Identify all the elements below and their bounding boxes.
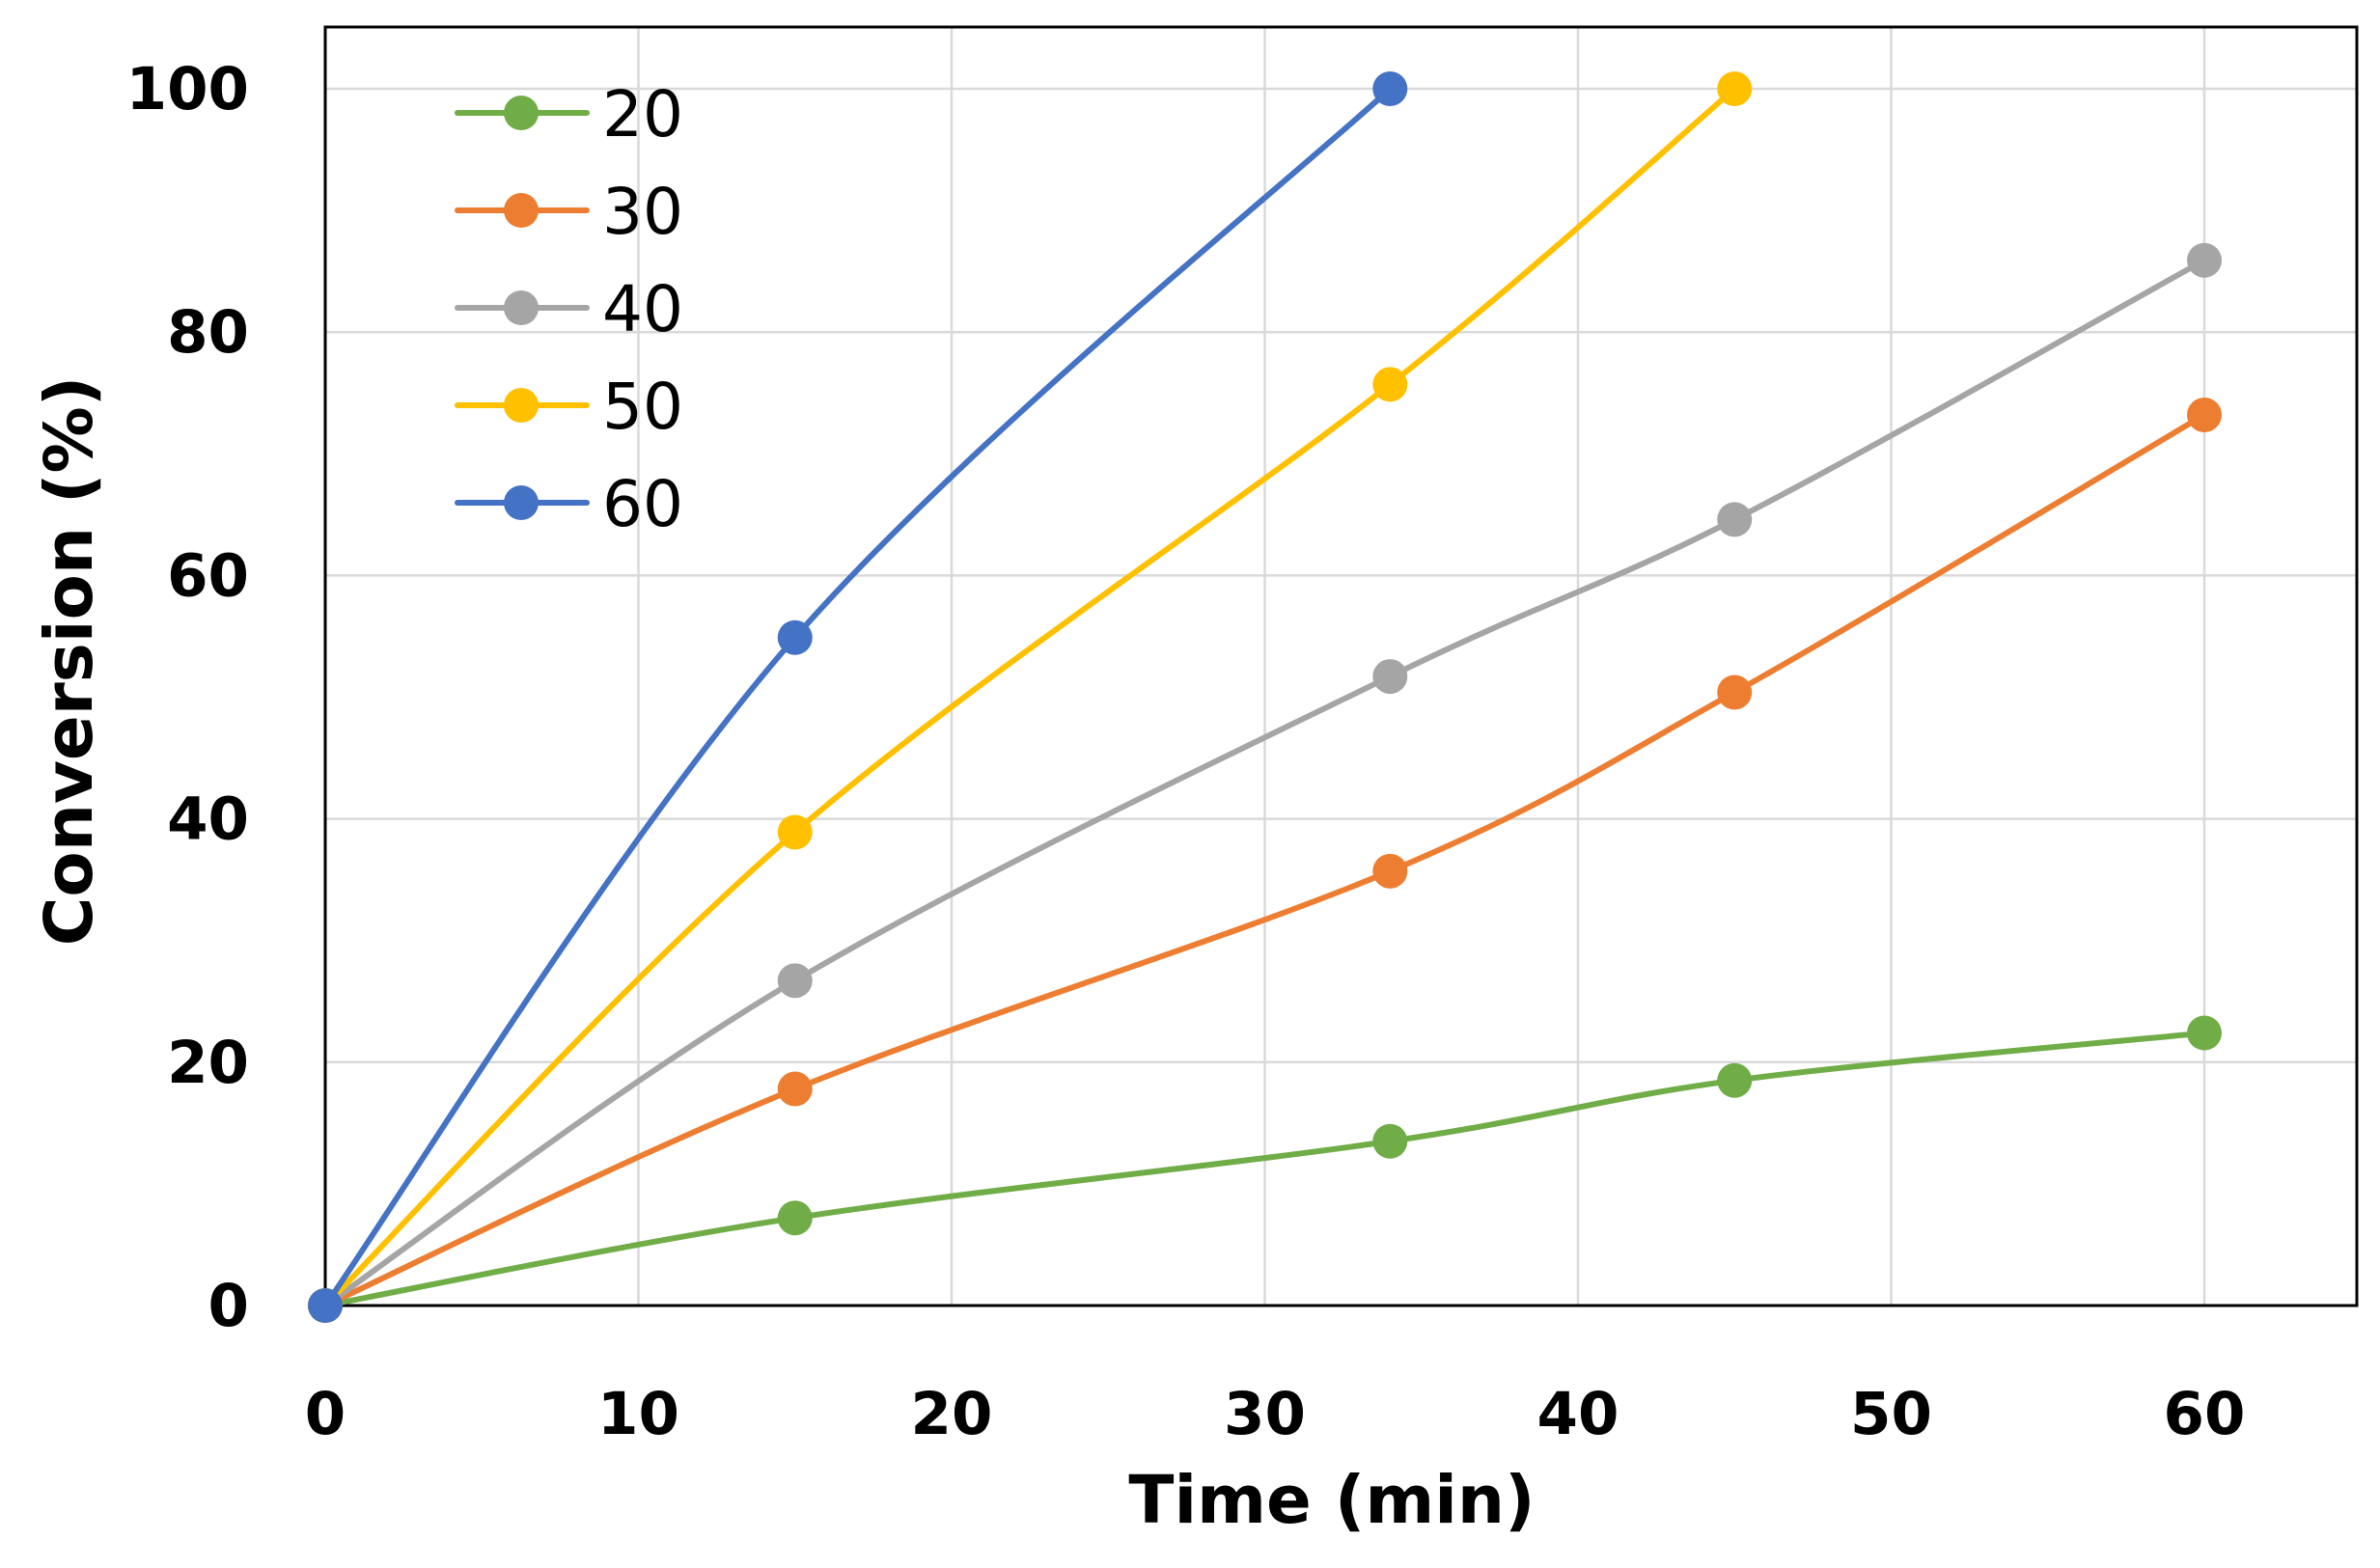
y-tick-label: 60	[167, 541, 249, 610]
legend-label: 60	[602, 467, 683, 541]
legend-entry-40: 40	[455, 272, 683, 346]
legend-marker	[504, 96, 539, 130]
y-tick-label: 40	[167, 785, 249, 854]
data-point	[1717, 502, 1753, 537]
series-layer	[308, 71, 2222, 1323]
series-60	[308, 71, 1408, 1323]
data-point	[777, 963, 813, 999]
legend-entry-20: 20	[455, 77, 683, 151]
y-axis-title: Conversion (%)	[31, 376, 108, 946]
legend-entry-50: 50	[455, 370, 683, 444]
legend-marker	[504, 388, 539, 423]
series-line-20	[322, 1030, 2207, 1308]
x-tick-label: 40	[1537, 1380, 1619, 1448]
data-point	[2187, 397, 2222, 432]
legend-label: 30	[602, 175, 683, 249]
x-tick-label: 60	[2164, 1380, 2246, 1448]
legend-marker	[504, 485, 539, 520]
x-tick-label: 0	[305, 1380, 346, 1448]
legend-entry-30: 30	[455, 175, 683, 249]
y-tick-label: 80	[167, 298, 249, 367]
data-point	[2187, 1015, 2222, 1051]
series-line-30	[322, 411, 2207, 1308]
series-50	[308, 71, 1753, 1323]
x-tick-label: 20	[911, 1380, 993, 1448]
data-point	[777, 1200, 813, 1236]
series-line-60	[322, 86, 1394, 1308]
data-point	[1372, 71, 1408, 106]
data-point	[1717, 1062, 1753, 1098]
data-point	[1372, 659, 1408, 695]
legend-label: 40	[602, 272, 683, 346]
data-point	[1372, 1123, 1408, 1159]
data-point	[2187, 242, 2222, 278]
y-tick-label: 100	[126, 55, 249, 124]
y-tick-label: 20	[167, 1029, 249, 1097]
legend-entry-60: 60	[455, 467, 683, 541]
plot-area	[323, 25, 2359, 1307]
tick-labels: 0 10 20 30 40 50 60 0 20 40 60 80 100	[126, 55, 2246, 1448]
series-line-50	[322, 86, 1738, 1308]
data-point	[308, 1288, 343, 1323]
x-axis-title: Time (min)	[1128, 1462, 1535, 1539]
data-point	[1372, 367, 1408, 402]
legend: 20 30 40 50 60	[455, 77, 683, 541]
x-tick-label: 30	[1224, 1380, 1306, 1448]
series-line-40	[322, 257, 2207, 1308]
data-point	[1372, 853, 1408, 889]
y-tick-label: 0	[208, 1272, 249, 1340]
x-tick-label: 10	[597, 1380, 679, 1448]
data-point	[1717, 674, 1753, 710]
data-point	[777, 1071, 813, 1107]
legend-marker	[504, 290, 539, 325]
data-point	[777, 619, 813, 655]
x-tick-label: 50	[1850, 1380, 1932, 1448]
data-point	[1717, 71, 1753, 106]
data-point	[777, 814, 813, 850]
legend-label: 50	[602, 370, 683, 444]
legend-marker	[504, 193, 539, 228]
legend-label: 20	[602, 77, 683, 151]
